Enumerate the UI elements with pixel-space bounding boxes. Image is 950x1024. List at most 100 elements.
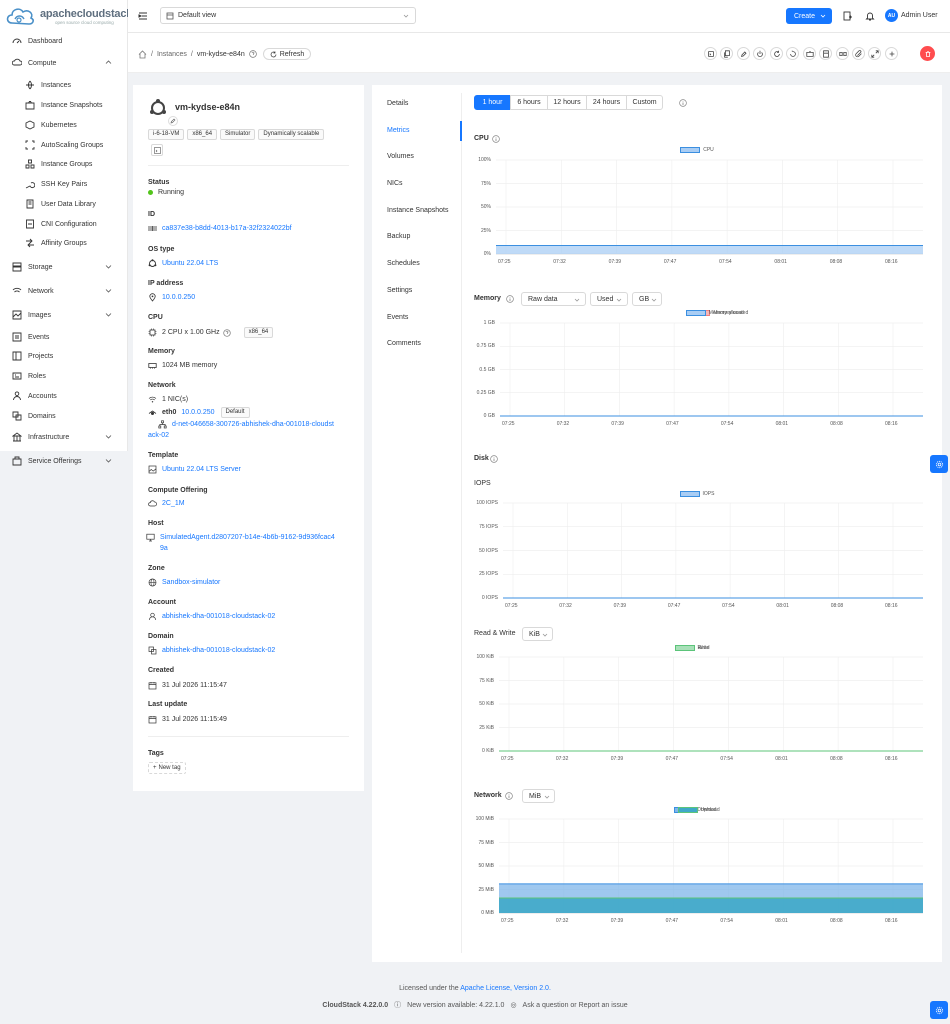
host-value[interactable]: SimulatedAgent.d2807207-b14e-4b6b-9162-9… bbox=[146, 533, 335, 542]
sidebar-item-kubernetes[interactable]: Kubernetes bbox=[0, 117, 128, 133]
avatar[interactable]: AU bbox=[885, 9, 898, 22]
legend-item[interactable]: Memory allocated bbox=[685, 310, 748, 316]
edit-button[interactable] bbox=[737, 47, 750, 60]
sidebar-item-autoscaling-groups[interactable]: AutoScaling Groups bbox=[0, 137, 128, 153]
legend-item[interactable]: IOPS bbox=[679, 491, 714, 497]
edit-icon[interactable] bbox=[168, 116, 178, 126]
view-console-button[interactable] bbox=[704, 47, 717, 60]
sidebar-item-storage[interactable]: Storage bbox=[0, 259, 128, 275]
plus-button[interactable] bbox=[885, 47, 898, 60]
account-value[interactable]: abhishek-dha-001018-cloudstack-02 bbox=[148, 612, 275, 621]
legend-item[interactable]: Write bbox=[674, 645, 709, 651]
rw-unit-select[interactable]: KiB bbox=[522, 627, 553, 641]
sidebar-item-instances[interactable]: Instances bbox=[0, 77, 128, 93]
domain-value[interactable]: abhishek-dha-001018-cloudstack-02 bbox=[148, 646, 275, 655]
range-custom[interactable]: Custom bbox=[626, 95, 663, 110]
range-6-hours[interactable]: 6 hours bbox=[510, 95, 548, 110]
nic-network[interactable]: d-net-046658-300726-abhishek-dha-001018-… bbox=[158, 420, 334, 429]
delete-button[interactable] bbox=[920, 46, 935, 61]
zone-text[interactable]: Sandbox-simulator bbox=[162, 579, 221, 586]
snapshot-button[interactable] bbox=[803, 47, 816, 60]
sidebar-item-images[interactable]: Images bbox=[0, 307, 128, 323]
tab-schedules[interactable]: Schedules bbox=[387, 260, 420, 267]
tab-settings[interactable]: Settings bbox=[387, 287, 413, 294]
memory-type-select[interactable]: Raw data bbox=[521, 292, 586, 306]
scale-button[interactable] bbox=[868, 47, 881, 60]
menu-fold-icon[interactable] bbox=[138, 11, 148, 21]
refresh-button[interactable]: Refresh bbox=[262, 48, 312, 60]
sidebar-item-cni-configuration[interactable]: CNI Configuration bbox=[0, 216, 128, 232]
id-text[interactable]: ca837e38-b8dd-4013-b17a-32f2324022bf bbox=[162, 225, 292, 232]
os-text[interactable]: Ubuntu 22.04 LTS bbox=[162, 260, 219, 267]
copy-button[interactable] bbox=[720, 47, 733, 60]
license-link[interactable]: Apache License, Version 2.0. bbox=[460, 985, 551, 992]
sidebar-item-compute[interactable]: Compute bbox=[0, 55, 128, 71]
network-unit-select[interactable]: MiB bbox=[522, 789, 555, 803]
range-24-hours[interactable]: 24 hours bbox=[586, 95, 627, 110]
info-icon[interactable] bbox=[679, 99, 687, 107]
tab-events[interactable]: Events bbox=[387, 314, 409, 321]
settings-float-button[interactable] bbox=[930, 455, 948, 473]
user-name[interactable]: Admin User bbox=[901, 12, 938, 19]
id-value[interactable]: ca837e38-b8dd-4013-b17a-32f2324022bf bbox=[148, 224, 292, 233]
nic-network-text[interactable]: d-net-046658-300726-abhishek-dha-001018-… bbox=[172, 421, 334, 428]
legend-item[interactable]: CPU bbox=[680, 147, 714, 153]
tab-backup[interactable]: Backup bbox=[387, 233, 411, 240]
new-tag-button[interactable]: + New tag bbox=[148, 762, 186, 774]
bell-icon[interactable] bbox=[865, 11, 875, 21]
sidebar-item-network[interactable]: Network bbox=[0, 283, 128, 299]
account-text[interactable]: abhishek-dha-001018-cloudstack-02 bbox=[162, 613, 276, 620]
sidebar-item-ssh-key-pairs[interactable]: SSH Key Pairs bbox=[0, 176, 128, 192]
sidebar-item-instance-groups[interactable]: Instance Groups bbox=[0, 156, 128, 172]
offering-value[interactable]: 2C_1M bbox=[148, 499, 185, 508]
zone-value[interactable]: Sandbox-simulator bbox=[148, 578, 220, 587]
home-icon[interactable] bbox=[138, 49, 147, 59]
view-select[interactable]: Default view bbox=[160, 7, 416, 24]
attach-button[interactable] bbox=[852, 47, 865, 60]
sidebar-item-projects[interactable]: Projects bbox=[0, 348, 128, 364]
project-switch-icon[interactable] bbox=[843, 11, 853, 21]
tab-details[interactable]: Details bbox=[387, 100, 409, 107]
ip-text[interactable]: 10.0.0.250 bbox=[162, 294, 196, 301]
brand-logo[interactable]: apachecloudstack open source cloud compu… bbox=[4, 3, 132, 30]
backup-button[interactable] bbox=[819, 47, 832, 60]
sidebar-item-roles[interactable]: Roles bbox=[0, 368, 128, 384]
help-icon[interactable] bbox=[248, 50, 257, 58]
nic-network-cont[interactable]: ack-02 bbox=[148, 432, 170, 439]
offering-text[interactable]: 2C_1M bbox=[162, 500, 185, 507]
domain-text[interactable]: abhishek-dha-001018-cloudstack-02 bbox=[162, 647, 276, 654]
tab-nics[interactable]: NICs bbox=[387, 180, 403, 187]
info-icon[interactable] bbox=[492, 135, 500, 143]
sidebar-item-affinity-groups[interactable]: Affinity Groups bbox=[0, 235, 128, 251]
legend-item[interactable]: Upload bbox=[677, 807, 716, 813]
report-issue[interactable]: Ask a question or Report an issue bbox=[522, 1001, 628, 1009]
console-icon[interactable] bbox=[151, 144, 163, 156]
memory-mode-select[interactable]: Used bbox=[590, 292, 628, 306]
create-button[interactable]: Create bbox=[786, 8, 832, 24]
host-text[interactable]: SimulatedAgent.d2807207-b14e-4b6b-9162-9… bbox=[160, 534, 335, 541]
range-12-hours[interactable]: 12 hours bbox=[547, 95, 587, 110]
template-text[interactable]: Ubuntu 22.04 LTS Server bbox=[162, 466, 241, 473]
nic-ip[interactable]: 10.0.0.250 bbox=[181, 409, 215, 416]
help-icon[interactable] bbox=[222, 328, 231, 337]
breadcrumb-instances[interactable]: Instances bbox=[156, 50, 187, 58]
tab-comments[interactable]: Comments bbox=[387, 340, 421, 347]
attach-iso-button[interactable] bbox=[836, 47, 849, 60]
tab-volumes[interactable]: Volumes bbox=[387, 153, 414, 160]
tab-metrics[interactable]: Metrics bbox=[387, 127, 410, 134]
ip-value[interactable]: 10.0.0.250 bbox=[148, 293, 195, 302]
settings-float-button-bottom[interactable] bbox=[930, 1001, 948, 1019]
sidebar-item-infrastructure[interactable]: Infrastructure bbox=[0, 429, 128, 445]
info-icon[interactable] bbox=[506, 295, 514, 303]
host-text-cont[interactable]: 9a bbox=[160, 545, 168, 552]
sidebar-item-events[interactable]: Events bbox=[0, 329, 128, 345]
tab-instance-snapshots[interactable]: Instance Snapshots bbox=[387, 207, 449, 214]
sidebar-item-accounts[interactable]: Accounts bbox=[0, 388, 128, 404]
info-icon[interactable] bbox=[505, 792, 513, 800]
template-value[interactable]: Ubuntu 22.04 LTS Server bbox=[148, 465, 241, 474]
os-value[interactable]: Ubuntu 22.04 LTS bbox=[148, 259, 218, 268]
sidebar-item-dashboard[interactable]: Dashboard bbox=[0, 33, 128, 49]
sidebar-item-instance-snapshots[interactable]: Instance Snapshots bbox=[0, 97, 128, 113]
sidebar-item-domains[interactable]: Domains bbox=[0, 408, 128, 424]
new-version[interactable]: New version available: 4.22.1.0 bbox=[407, 1001, 505, 1009]
